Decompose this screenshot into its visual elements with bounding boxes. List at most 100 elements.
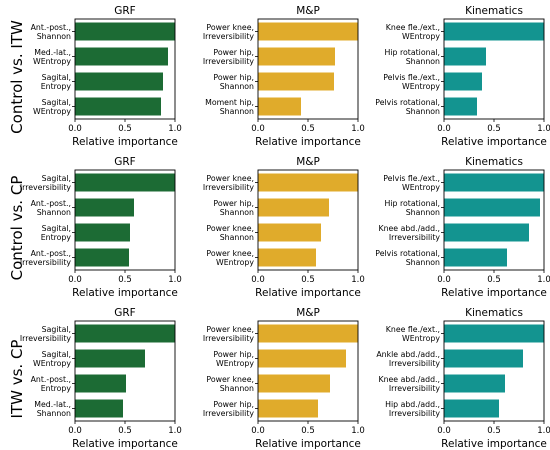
x-tick-label: 1.0 — [168, 124, 182, 134]
bar — [444, 374, 505, 393]
bar — [75, 349, 145, 368]
bar — [258, 198, 329, 217]
x-tick-label: 0.5 — [487, 124, 501, 134]
category-label: Pelvis fle./ext., WEntropy — [383, 174, 440, 192]
category-label: Moment hip, Shannon — [205, 98, 254, 116]
category-label: Power hip, WEntropy — [213, 350, 254, 368]
x-tick-label: 0.0 — [251, 426, 265, 436]
x-tick-label: 1.0 — [168, 426, 182, 436]
category-label: Knee abd./add., Irreversibility — [378, 375, 440, 393]
bar — [444, 173, 544, 192]
bar — [444, 72, 482, 91]
x-tick-label: 0.5 — [487, 275, 501, 285]
category-label: Power knee, Shannon — [206, 375, 254, 393]
category-label: Sagital, Entropy — [41, 73, 72, 91]
bar — [75, 223, 130, 242]
x-tick-label: 1.0 — [537, 124, 550, 134]
panel-title: Kinematics — [465, 5, 523, 17]
x-axis-label: Relative importance — [441, 136, 547, 148]
category-label: Power hip, Irreversibility — [203, 48, 255, 66]
category-label: Pelvis fle./ext., WEntropy — [383, 73, 440, 91]
panel-title: GRF — [114, 156, 135, 168]
category-label: Hip abd./add., Irreversibility — [385, 400, 440, 418]
category-label: Sagital, WEntropy — [33, 350, 71, 368]
category-label: Knee fle./ext., WEntropy — [386, 325, 441, 343]
x-tick-label: 0.0 — [437, 426, 451, 436]
bar — [258, 374, 330, 393]
x-axis-label: Relative importance — [72, 136, 178, 148]
row-label: ITW vs. CP — [8, 340, 26, 419]
bar — [258, 248, 316, 267]
category-label: Med.-lat., WEntropy — [33, 48, 71, 66]
x-tick-label: 0.0 — [437, 124, 451, 134]
x-tick-label: 0.0 — [68, 426, 82, 436]
bar — [75, 47, 168, 66]
bar — [444, 248, 507, 267]
category-label: Ant.-post., Shannon — [31, 23, 71, 41]
bar — [444, 22, 544, 41]
category-label: Sagital, Irreversibility — [20, 325, 72, 343]
panel-title: GRF — [114, 307, 135, 319]
bar — [258, 47, 335, 66]
panel-title: Kinematics — [465, 156, 523, 168]
bar-panel: M&P Power knee, Irreversibility Power hip, I… — [203, 5, 365, 148]
panel-title: M&P — [296, 307, 320, 319]
category-label: Power knee, Irreversibility — [203, 23, 255, 41]
row-label: Control vs. ITW — [8, 20, 26, 134]
bar — [75, 324, 175, 343]
bar — [444, 97, 477, 116]
category-label: Ankle abd./add., Irreversibility — [376, 350, 440, 368]
bar — [75, 374, 126, 393]
panel-title: M&P — [296, 156, 320, 168]
category-label: Ant.-post., Entropy — [31, 375, 72, 393]
x-tick-label: 0.5 — [301, 124, 315, 134]
panel-title: GRF — [114, 5, 135, 17]
bar — [258, 349, 346, 368]
bar — [444, 324, 544, 343]
category-label: Hip rotational, Shannon — [385, 199, 441, 217]
bar — [75, 399, 123, 418]
bar — [258, 223, 321, 242]
x-axis-label: Relative importance — [255, 136, 361, 148]
x-tick-label: 0.0 — [68, 275, 82, 285]
category-label: Med.-lat., Shannon — [34, 400, 71, 418]
x-tick-label: 1.0 — [351, 275, 365, 285]
category-label: Knee fle./ext., WEntropy — [386, 23, 441, 41]
category-label: Pelvis rotational, Shannon — [375, 98, 440, 116]
x-axis-label: Relative importance — [255, 287, 361, 299]
x-axis-label: Relative importance — [72, 287, 178, 299]
bar-panel: Kinematics Pelvis fle./ext., WEntropy Hip r… — [375, 156, 550, 299]
x-tick-label: 0.5 — [118, 426, 132, 436]
x-axis-label: Relative importance — [441, 287, 547, 299]
bar — [258, 324, 358, 343]
category-label: Sagital, Entropy — [41, 224, 72, 242]
bar-panel: GRF Ant.-post., Shannon Med.-lat., WEntropy S… — [31, 5, 182, 148]
bar — [444, 198, 540, 217]
bar-panel: M&P Power knee, Irreversibility Power hip, W… — [203, 307, 365, 450]
bar — [444, 349, 523, 368]
x-tick-label: 0.5 — [118, 275, 132, 285]
category-label: Power hip, Shannon — [213, 73, 254, 91]
bar — [258, 72, 334, 91]
category-label: Sagital, WEntropy — [33, 98, 71, 116]
bar — [75, 173, 175, 192]
bar — [75, 22, 175, 41]
x-tick-label: 0.5 — [301, 426, 315, 436]
category-label: Power hip, Irreversibility — [203, 400, 255, 418]
category-label: Ant.-post., Irreversibility — [20, 249, 72, 267]
bar — [258, 22, 358, 41]
x-axis-label: Relative importance — [72, 438, 178, 450]
category-label: Pelvis rotational, Shannon — [375, 249, 440, 267]
x-tick-label: 1.0 — [351, 426, 365, 436]
x-tick-label: 0.0 — [68, 124, 82, 134]
bar — [258, 399, 318, 418]
x-tick-label: 0.0 — [437, 275, 451, 285]
bar — [444, 223, 529, 242]
row-label: Control vs. CP — [8, 176, 26, 281]
panel-title: M&P — [296, 5, 320, 17]
x-tick-label: 0.5 — [487, 426, 501, 436]
bar-panel: GRF Sagital, Irreversibility Sagital, WEntro… — [20, 307, 182, 450]
category-label: Ant.-post., Shannon — [31, 199, 71, 217]
x-tick-label: 1.0 — [351, 124, 365, 134]
